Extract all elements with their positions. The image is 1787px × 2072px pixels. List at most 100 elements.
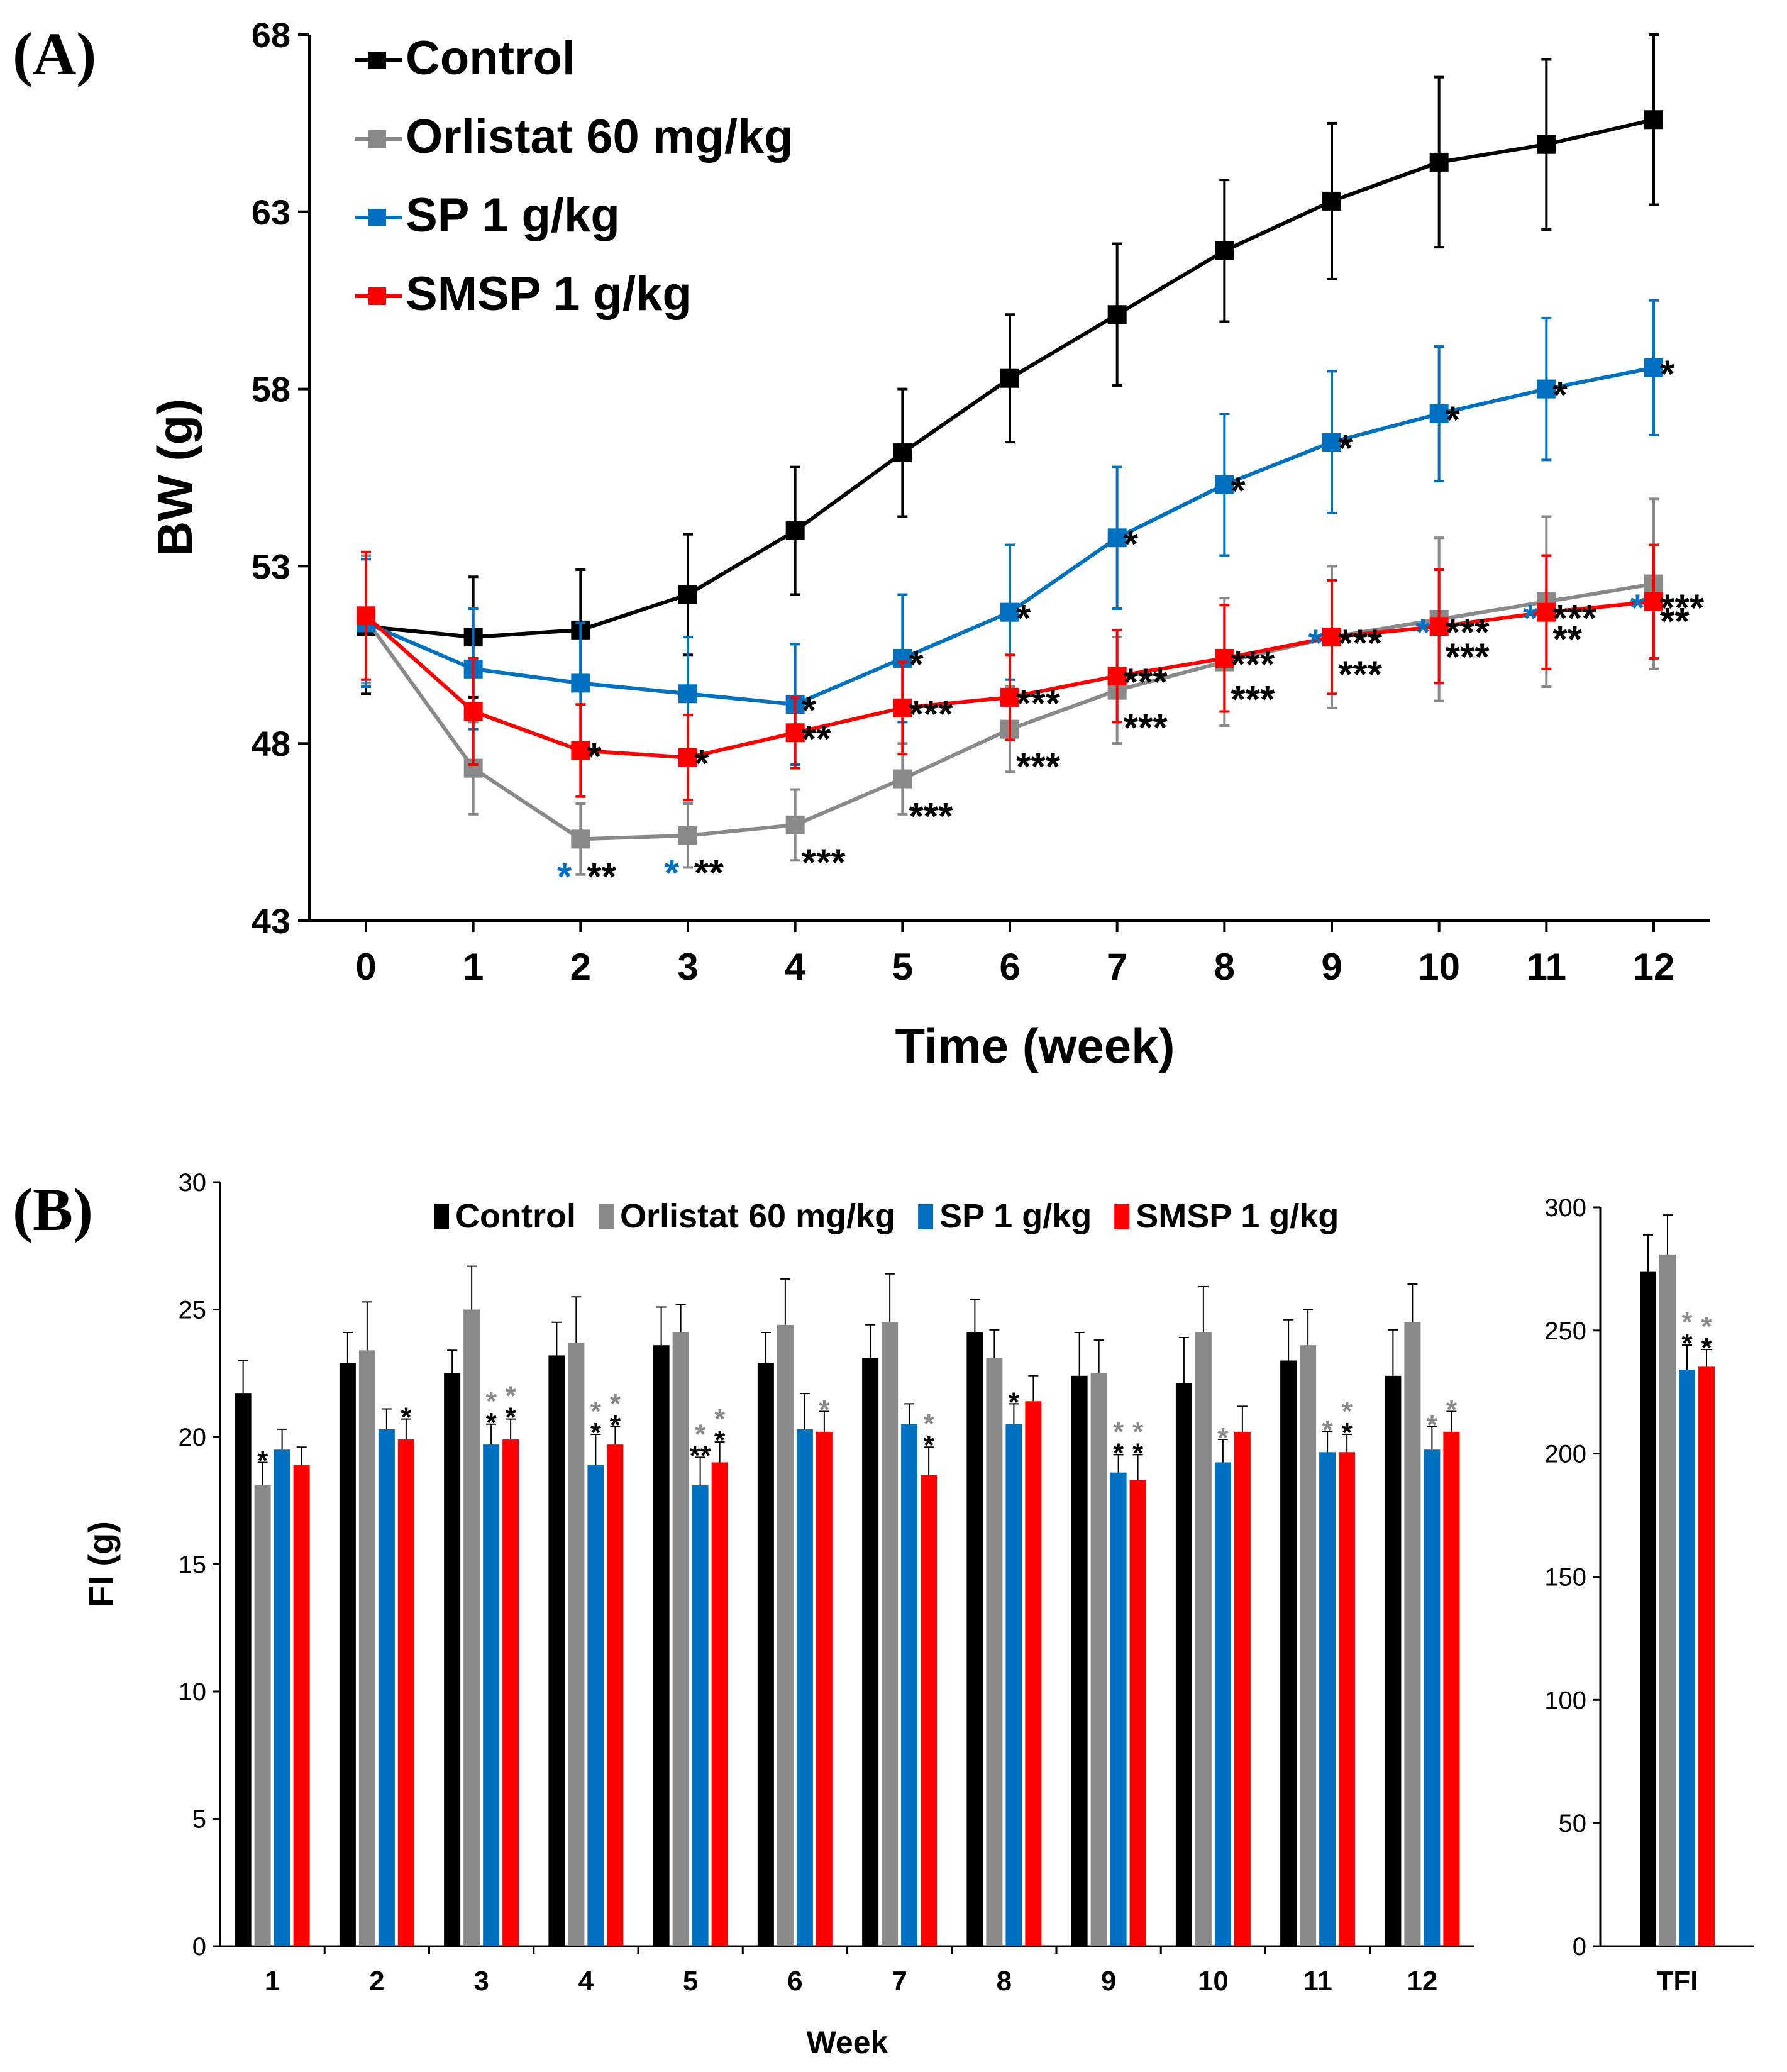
data-point (1322, 433, 1341, 452)
significance-mark-gray: * (1446, 1395, 1458, 1426)
significance-mark: * (694, 743, 709, 785)
panel-label-a: (A) (13, 20, 96, 87)
significance-mark-gray: * (610, 1388, 621, 1419)
data-point (1429, 617, 1449, 636)
bar (1110, 1472, 1127, 1946)
bar (274, 1449, 290, 1946)
significance-mark: * (587, 735, 602, 777)
significance-mark: *** (909, 693, 953, 735)
bar (1214, 1462, 1231, 1946)
significance-mark: *** (1446, 611, 1490, 653)
x-tick-label: 5 (683, 1966, 698, 1997)
significance-mark: * (1446, 399, 1461, 441)
data-point (1215, 475, 1234, 494)
bar (1300, 1345, 1317, 1946)
significance-mark-gray: * (1322, 1415, 1334, 1446)
bar (1679, 1370, 1695, 1946)
significance-mark: ** (694, 852, 724, 894)
legend-label: Control (455, 1197, 576, 1235)
bar (1424, 1449, 1441, 1946)
significance-mark: ** (1552, 618, 1582, 660)
significance-mark: * (506, 1402, 517, 1433)
bar (1339, 1452, 1356, 1946)
x-tick-label: 0 (355, 946, 376, 988)
significance-mark-gray: * (924, 1409, 935, 1439)
y-tick-label: 15 (179, 1551, 207, 1579)
legend-label: Control (406, 31, 575, 85)
significance-mark: * (486, 1407, 497, 1438)
significance-mark: * (590, 1417, 602, 1448)
bar (463, 1309, 480, 1946)
significance-mark-blue: * (557, 855, 572, 897)
bar (254, 1485, 271, 1946)
significance-mark-blue: * (1630, 587, 1646, 629)
y-tick-label: 200 (1544, 1441, 1586, 1468)
data-point (893, 769, 912, 789)
data-point (1322, 191, 1341, 211)
legend-label: Orlistat 60 mg/kg (620, 1197, 895, 1235)
y-tick-label: 10 (179, 1678, 207, 1706)
x-tick-label: 8 (1214, 946, 1235, 988)
significance-mark: * (924, 1430, 935, 1461)
bar (921, 1475, 938, 1946)
legend-swatch (434, 1204, 449, 1229)
significance-mark: * (909, 643, 924, 685)
bar (986, 1358, 1003, 1946)
bar (1071, 1375, 1088, 1946)
significance-mark: *** (909, 795, 953, 838)
x-tick-label: 9 (1321, 946, 1342, 988)
y-tick-label: 250 (1544, 1317, 1586, 1345)
bar (653, 1345, 670, 1946)
x-tick-label: 10 (1418, 946, 1460, 988)
y-tick-label: 25 (179, 1297, 207, 1324)
x-tick-label: 12 (1633, 946, 1675, 988)
legend-label: SP 1 g/kg (939, 1197, 1092, 1235)
y-tick-label: 100 (1544, 1687, 1586, 1714)
data-point (1644, 358, 1663, 377)
significance-mark: * (1016, 597, 1031, 640)
data-point (893, 698, 912, 717)
data-point (571, 673, 590, 693)
significance-mark-gray: * (1701, 1311, 1712, 1342)
data-point (678, 585, 697, 604)
data-point (678, 684, 697, 704)
data-point (785, 723, 805, 743)
y-tick-label: 300 (1544, 1194, 1586, 1222)
data-point (785, 521, 805, 541)
significance-mark: * (1660, 353, 1675, 395)
bar (1025, 1401, 1042, 1946)
panel-label-b: (B) (13, 1176, 93, 1243)
bar (777, 1324, 794, 1946)
y-tick-label: 30 (179, 1169, 207, 1197)
significance-mark: * (1132, 1438, 1144, 1468)
data-point (1000, 687, 1019, 707)
significance-mark-blue: * (1523, 597, 1538, 640)
data-point (893, 443, 912, 463)
x-tick-label: TFI (1657, 1966, 1698, 1997)
legend-marker (368, 287, 386, 305)
significance-mark: * (1681, 1328, 1693, 1359)
bar (796, 1429, 813, 1946)
data-point (1537, 379, 1556, 399)
data-point (1429, 152, 1449, 172)
bar (711, 1462, 728, 1946)
significance-mark-gray: * (1113, 1416, 1124, 1447)
x-tick-label: 6 (999, 946, 1020, 988)
data-point (1000, 602, 1019, 622)
x-tick-label: 8 (997, 1966, 1012, 1997)
bar (692, 1485, 709, 1946)
significance-mark-blue: * (665, 852, 680, 894)
data-point (1537, 135, 1556, 154)
significance-mark-gray: * (714, 1404, 726, 1434)
significance-mark: * (1552, 374, 1568, 416)
legend-marker (368, 130, 386, 148)
data-point (678, 826, 697, 845)
significance-mark: * (1113, 1438, 1124, 1468)
data-point (1322, 628, 1341, 647)
y-tick-label: 0 (1573, 1933, 1586, 1961)
y-tick-label: 150 (1544, 1564, 1586, 1592)
